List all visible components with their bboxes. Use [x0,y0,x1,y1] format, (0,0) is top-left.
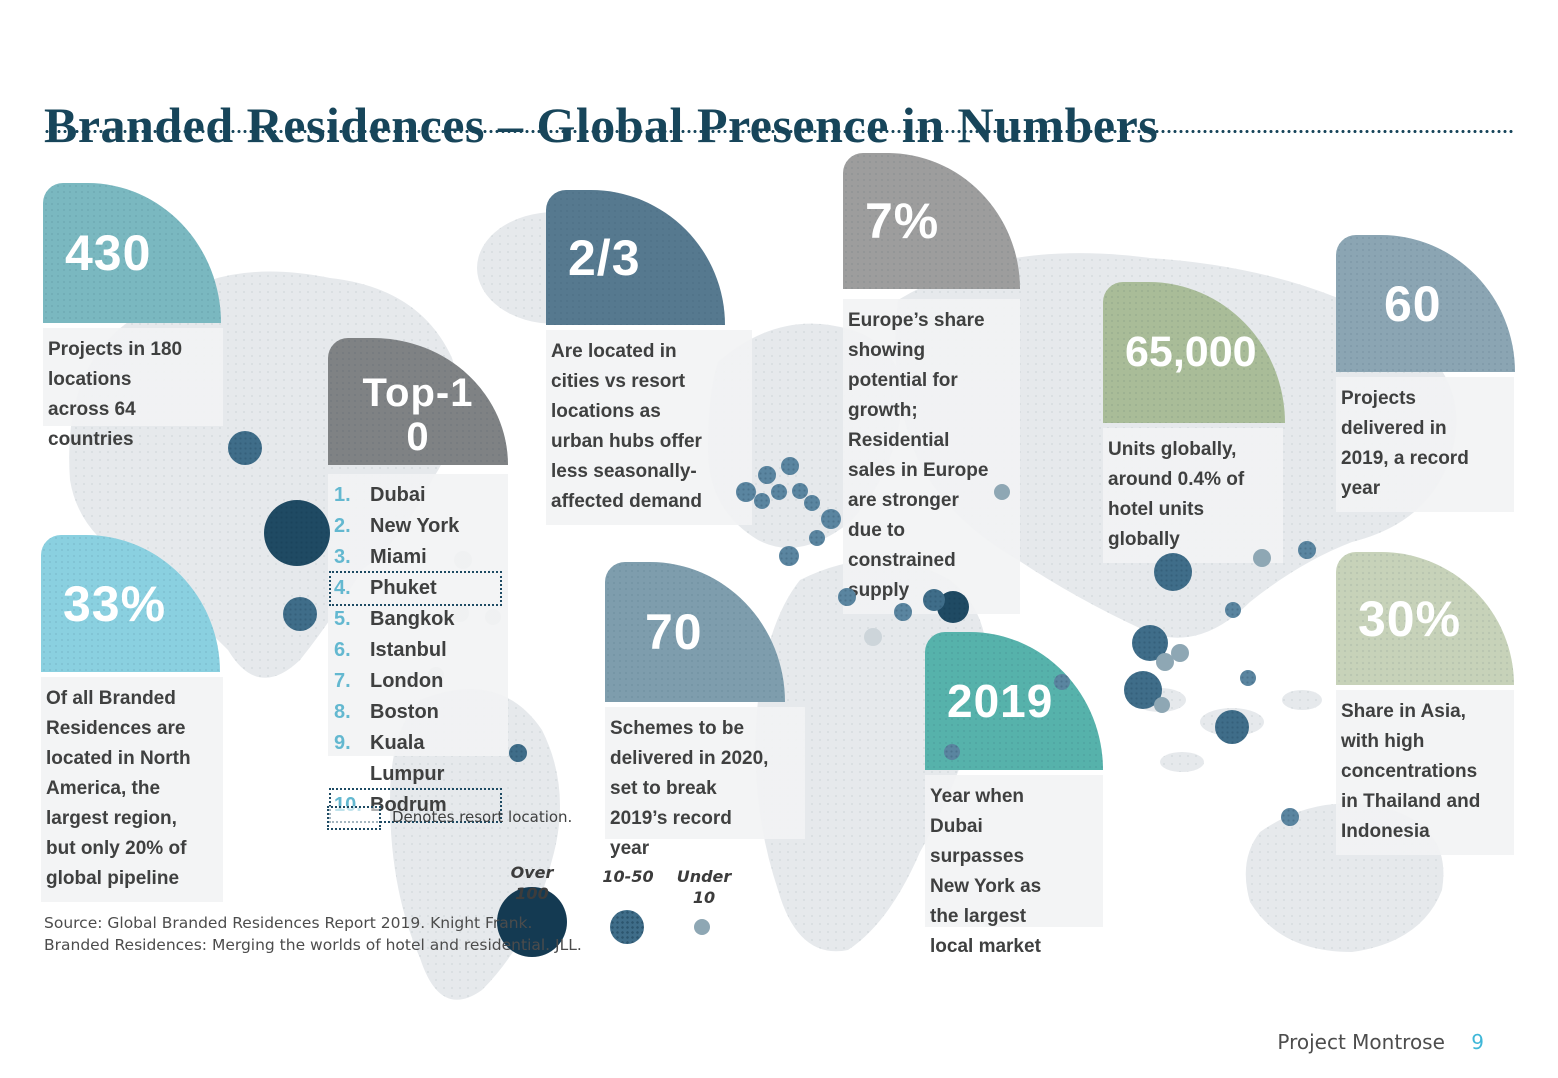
top10-item: 1. Dubai [334,480,488,511]
top10-item: 8. Boston [334,697,488,728]
stat-bubble: 70 [605,562,785,702]
top10-rank: 1. [334,484,351,506]
stat-caption: Share in Asia, with high concentrations … [1336,690,1514,855]
top10-rank: 8. [334,701,351,723]
legend-circle-under-10 [694,919,710,935]
stat-value: 70 [645,604,703,660]
top10-heading: Top-10 [362,371,474,459]
stat-value: 2/3 [568,229,641,286]
top10-item: 6. Istanbul [334,635,488,666]
stat-caption: Of all Branded Residences are located in… [41,677,223,902]
stat-value: 65,000 [1125,328,1257,376]
stat-bubble: 65,000 [1103,282,1285,423]
stat-bubble: 30% [1336,552,1514,685]
top10-city: Dubai [370,484,426,506]
page-footer: Project Montrose 9 [1277,1030,1484,1054]
top10-city: London [370,670,444,692]
stat-caption: Year when Dubai surpasses New York as th… [925,775,1103,970]
source-line-1: Source: Global Branded Residences Report… [44,914,533,932]
title-divider [44,129,1514,134]
top10-item: 3. Miami [334,542,488,573]
top10-rank: 4. [334,577,351,599]
stat-bubble: 2019 [925,632,1103,770]
legend-label-10-50: 10-50 [602,867,654,886]
top10-city: Phuket [370,577,437,599]
legend-label-over-100: Over 100 [510,863,554,903]
stat-card-33-percent: 33% Of all Branded Residences are locate… [41,535,223,902]
stat-card-30-percent: 30% Share in Asia, with high concentrati… [1336,552,1514,855]
stat-caption: Units globally, around 0.4% of hotel uni… [1103,428,1283,563]
legend-label-under-10: Under 10 [676,867,732,907]
stat-value: 33% [63,575,167,632]
top10-city: Boston [370,701,439,723]
resort-note-box [327,806,381,830]
top10-city: Bodrum [370,794,447,816]
stat-bubble: 2/3 [546,190,725,325]
top10-rank: 2. [334,515,351,537]
stat-value: 30% [1358,590,1462,647]
page-number: 9 [1471,1030,1484,1054]
top10-list: 1. Dubai 2. New York 3. Miami 4. Phuket 5. Bangko… [328,474,508,825]
top10-rank: 5. [334,608,351,630]
top10-rank: 6. [334,639,351,661]
stat-card-two-thirds: 2/3 Are located in cities vs resort loca… [546,190,752,525]
top10-city: Bangkok [370,608,455,630]
stat-caption: Are located in cities vs resort location… [546,330,752,525]
stat-card-2019: 2019 Year when Dubai surpasses New York … [925,632,1103,970]
stat-caption: Schemes to be delivered in 2020, set to … [605,707,805,872]
source-line-2: Branded Residences: Merging the worlds o… [44,936,582,954]
top10-rank: 3. [334,546,351,568]
stat-bubble: 7% [843,153,1020,289]
page-title: Branded Residences – Global Presence in … [44,96,1159,153]
top10-city: Istanbul [370,639,447,661]
footer-project-label: Project Montrose [1277,1030,1445,1054]
top10-city: New York [370,515,460,537]
stat-bubble: 60 [1336,235,1515,372]
stat-value: 60 [1384,275,1442,332]
legend-circle-over-100 [497,887,567,957]
stat-caption: Projects delivered in 2019, a record yea… [1336,377,1514,512]
top10-card: Top-10 1. Dubai 2. New York 3. Miami 4. Phuket 5… [328,338,508,825]
stat-card-60: 60 Projects delivered in 2019, a record … [1336,235,1515,512]
stat-card-430: 430 Projects in 180 locations across 64 … [43,183,223,463]
top10-item: 5. Bangkok [334,604,488,635]
top10-city: Miami [370,546,427,568]
top10-city: Kuala Lumpur [370,732,445,785]
top10-item: 9. Kuala Lumpur [334,728,488,790]
stat-bubble: 33% [41,535,220,672]
top10-item: 7. London [334,666,488,697]
stat-card-65000: 65,000 Units globally, around 0.4% of ho… [1103,282,1285,563]
source-note: Source: Global Branded Residences Report… [44,912,582,956]
stat-caption: Projects in 180 locations across 64 coun… [43,328,223,463]
stat-bubble: 430 [43,183,221,323]
top10-rank: 9. [334,732,351,754]
stat-card-70: 70 Schemes to be delivered in 2020, set … [605,562,805,872]
legend-circle-10-50 [610,910,644,944]
top10-rank: 7. [334,670,351,692]
resort-note-label: Denotes resort location. [392,808,573,826]
stat-value: 7% [865,193,940,249]
stat-caption: Europe’s share showing potential for gro… [843,299,1020,614]
stat-value: 430 [65,225,152,281]
top10-item: 2. New York [334,511,488,542]
stat-value: 2019 [947,675,1054,727]
stat-card-7-percent: 7% Europe’s share showing potential for … [843,153,1020,614]
top10-item: 4. Phuket [329,571,502,606]
top10-bubble: Top-10 [328,338,508,465]
